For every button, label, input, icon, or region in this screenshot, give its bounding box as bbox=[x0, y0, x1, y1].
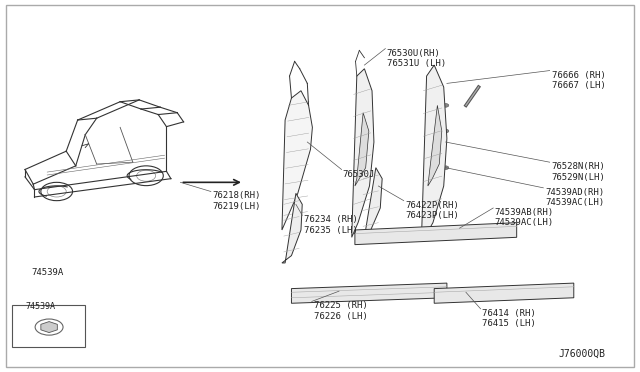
Text: 76530U(RH)
76531U (LH): 76530U(RH) 76531U (LH) bbox=[387, 49, 445, 68]
Text: 76528N(RH)
76529N(LH): 76528N(RH) 76529N(LH) bbox=[552, 162, 605, 182]
Text: 76225 (RH)
76226 (LH): 76225 (RH) 76226 (LH) bbox=[314, 301, 367, 321]
Polygon shape bbox=[282, 193, 302, 263]
Text: 74539A: 74539A bbox=[31, 269, 63, 278]
Circle shape bbox=[442, 103, 449, 107]
Polygon shape bbox=[355, 113, 369, 186]
Polygon shape bbox=[291, 283, 447, 303]
Text: 76666 (RH)
76667 (LH): 76666 (RH) 76667 (LH) bbox=[552, 71, 605, 90]
Polygon shape bbox=[422, 65, 447, 237]
Bar bbox=[12, 305, 85, 347]
Text: 76414 (RH)
76415 (LH): 76414 (RH) 76415 (LH) bbox=[482, 309, 536, 328]
Polygon shape bbox=[361, 168, 382, 237]
Polygon shape bbox=[434, 283, 574, 303]
Polygon shape bbox=[355, 223, 516, 245]
Text: J76000QB: J76000QB bbox=[559, 348, 605, 358]
Text: 74539AB(RH)
74539AC(LH): 74539AB(RH) 74539AC(LH) bbox=[495, 208, 554, 227]
Text: 76422P(RH)
76423P(LH): 76422P(RH) 76423P(LH) bbox=[406, 201, 460, 220]
Polygon shape bbox=[428, 105, 442, 186]
Polygon shape bbox=[41, 321, 58, 333]
Text: 76218(RH)
76219(LH): 76218(RH) 76219(LH) bbox=[212, 192, 260, 211]
Circle shape bbox=[442, 129, 449, 133]
Polygon shape bbox=[352, 69, 374, 237]
Text: 74539A: 74539A bbox=[25, 302, 55, 311]
Circle shape bbox=[442, 166, 449, 170]
Text: 76530J: 76530J bbox=[342, 170, 374, 179]
Text: 76234 (RH)
76235 (LH): 76234 (RH) 76235 (LH) bbox=[304, 215, 358, 235]
Polygon shape bbox=[282, 91, 312, 230]
Text: 74539AD(RH)
74539AC(LH): 74539AD(RH) 74539AC(LH) bbox=[545, 188, 604, 207]
